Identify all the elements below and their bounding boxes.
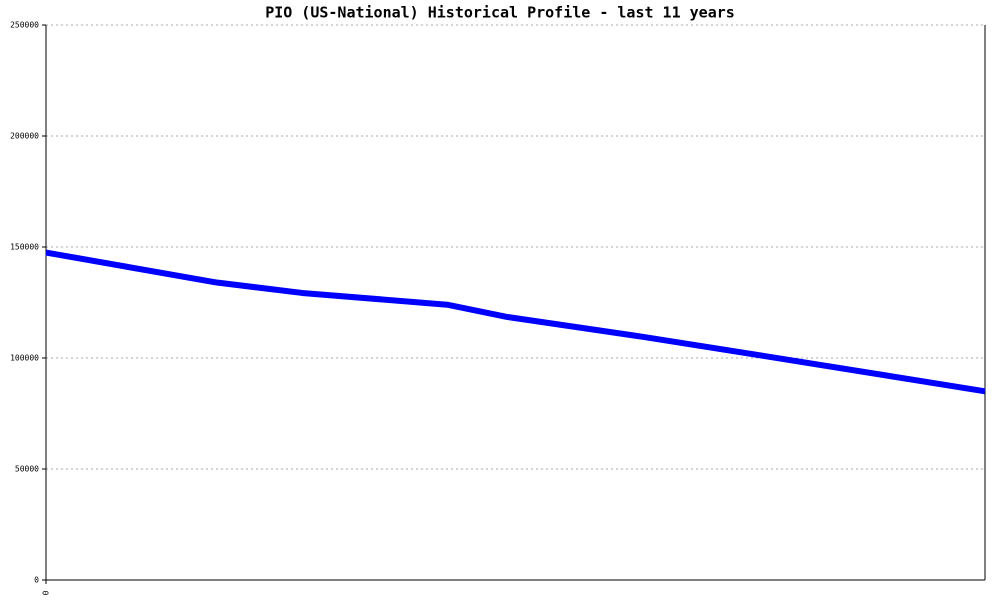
y-tick-label: 0 (34, 576, 39, 585)
y-tick-label: 50000 (15, 465, 39, 474)
data-line (45, 249, 986, 395)
y-tick-label: 100000 (10, 354, 39, 363)
y-tick-label: 200000 (10, 132, 39, 141)
y-tick-label: 150000 (10, 243, 39, 252)
chart-title: PIO (US-National) Historical Profile - l… (265, 4, 735, 22)
x-tick-label: 0 (42, 590, 51, 595)
y-tick-label: 250000 (10, 21, 39, 30)
